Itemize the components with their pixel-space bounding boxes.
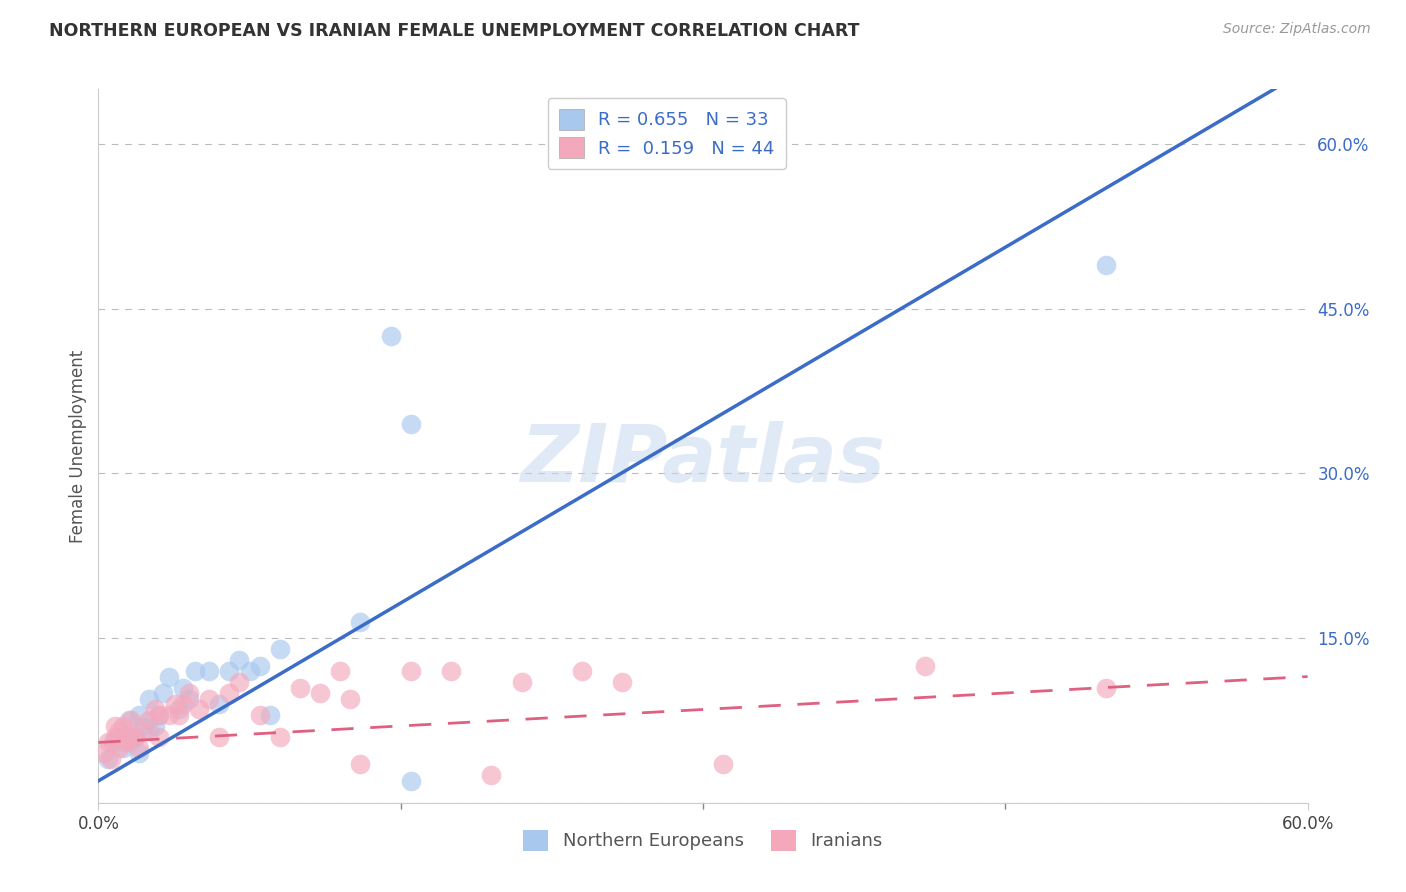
Point	[399, 773, 422, 788]
Point	[179, 691, 201, 706]
Point	[118, 730, 141, 744]
Point	[711, 757, 734, 772]
Point	[128, 708, 150, 723]
Point	[269, 642, 291, 657]
Point	[440, 664, 463, 678]
Point	[114, 735, 136, 749]
Point	[143, 719, 166, 733]
Point	[132, 724, 155, 739]
Point	[188, 702, 211, 716]
Point	[107, 724, 129, 739]
Point	[349, 615, 371, 629]
Point	[118, 735, 141, 749]
Point	[172, 697, 194, 711]
Point	[288, 681, 311, 695]
Point	[138, 691, 160, 706]
Point	[399, 417, 422, 431]
Point	[208, 697, 231, 711]
Point	[259, 708, 281, 723]
Point	[198, 664, 221, 678]
Y-axis label: Female Unemployment: Female Unemployment	[69, 350, 87, 542]
Point	[167, 708, 190, 723]
Point	[510, 675, 533, 690]
Point	[239, 664, 262, 678]
Legend: Northern Europeans, Iranians: Northern Europeans, Iranians	[516, 822, 890, 858]
Point	[399, 664, 422, 678]
Point	[1095, 258, 1118, 272]
Point	[184, 664, 207, 678]
Point	[124, 730, 146, 744]
Point	[100, 752, 122, 766]
Point	[97, 735, 120, 749]
Point	[349, 757, 371, 772]
Point	[481, 768, 503, 782]
Point	[111, 740, 134, 755]
Point	[380, 329, 402, 343]
Point	[157, 669, 180, 683]
Point	[249, 708, 271, 723]
Point	[269, 730, 291, 744]
Point	[163, 697, 186, 711]
Point	[339, 691, 361, 706]
Point	[198, 691, 221, 706]
Point	[103, 719, 125, 733]
Point	[138, 724, 160, 739]
Point	[1095, 681, 1118, 695]
Point	[152, 686, 174, 700]
Point	[111, 719, 134, 733]
Point	[329, 664, 352, 678]
Point	[107, 740, 129, 755]
Point	[128, 740, 150, 755]
Text: NORTHERN EUROPEAN VS IRANIAN FEMALE UNEMPLOYMENT CORRELATION CHART: NORTHERN EUROPEAN VS IRANIAN FEMALE UNEM…	[49, 22, 859, 40]
Point	[157, 708, 180, 723]
Point	[228, 675, 250, 690]
Point	[132, 719, 155, 733]
Text: ZIPatlas: ZIPatlas	[520, 421, 886, 500]
Point	[107, 730, 129, 744]
Point	[148, 730, 170, 744]
Point	[218, 664, 240, 678]
Point	[228, 653, 250, 667]
Point	[103, 730, 125, 744]
Text: Source: ZipAtlas.com: Source: ZipAtlas.com	[1223, 22, 1371, 37]
Point	[143, 702, 166, 716]
Point	[571, 664, 593, 678]
Point	[97, 752, 120, 766]
Point	[218, 686, 240, 700]
Point	[120, 714, 142, 728]
Point	[93, 747, 115, 761]
Point	[914, 658, 936, 673]
Point	[138, 714, 160, 728]
Point	[118, 714, 141, 728]
Point	[309, 686, 332, 700]
Point	[167, 702, 190, 716]
Point	[148, 708, 170, 723]
Point	[208, 730, 231, 744]
Point	[101, 735, 124, 749]
Point	[179, 686, 201, 700]
Point	[249, 658, 271, 673]
Point	[612, 675, 634, 690]
Point	[172, 681, 194, 695]
Point	[124, 730, 146, 744]
Point	[128, 747, 150, 761]
Point	[148, 708, 170, 723]
